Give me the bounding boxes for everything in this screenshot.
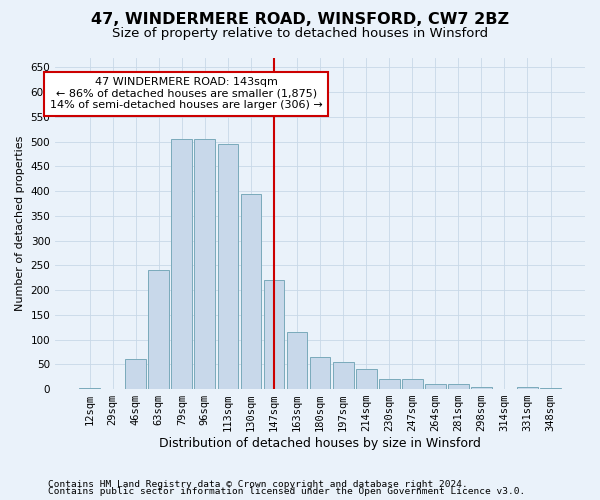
Bar	[448, 384, 469, 389]
Bar	[310, 357, 331, 389]
Bar	[263, 280, 284, 389]
Text: Contains HM Land Registry data © Crown copyright and database right 2024.: Contains HM Land Registry data © Crown c…	[48, 480, 468, 489]
Bar	[287, 332, 307, 389]
Bar	[79, 388, 100, 389]
Bar	[172, 139, 192, 389]
Bar	[471, 386, 492, 389]
Bar	[540, 388, 561, 389]
Bar	[125, 360, 146, 389]
Bar	[241, 194, 262, 389]
Text: Contains public sector information licensed under the Open Government Licence v3: Contains public sector information licen…	[48, 488, 525, 496]
Bar	[333, 362, 353, 389]
Bar	[218, 144, 238, 389]
Text: Size of property relative to detached houses in Winsford: Size of property relative to detached ho…	[112, 28, 488, 40]
Bar	[379, 379, 400, 389]
Bar	[356, 370, 377, 389]
Bar	[517, 386, 538, 389]
Bar	[402, 379, 422, 389]
Bar	[194, 139, 215, 389]
X-axis label: Distribution of detached houses by size in Winsford: Distribution of detached houses by size …	[159, 437, 481, 450]
Bar	[425, 384, 446, 389]
Text: 47 WINDERMERE ROAD: 143sqm
← 86% of detached houses are smaller (1,875)
14% of s: 47 WINDERMERE ROAD: 143sqm ← 86% of deta…	[50, 78, 323, 110]
Bar	[148, 270, 169, 389]
Y-axis label: Number of detached properties: Number of detached properties	[15, 136, 25, 311]
Text: 47, WINDERMERE ROAD, WINSFORD, CW7 2BZ: 47, WINDERMERE ROAD, WINSFORD, CW7 2BZ	[91, 12, 509, 28]
